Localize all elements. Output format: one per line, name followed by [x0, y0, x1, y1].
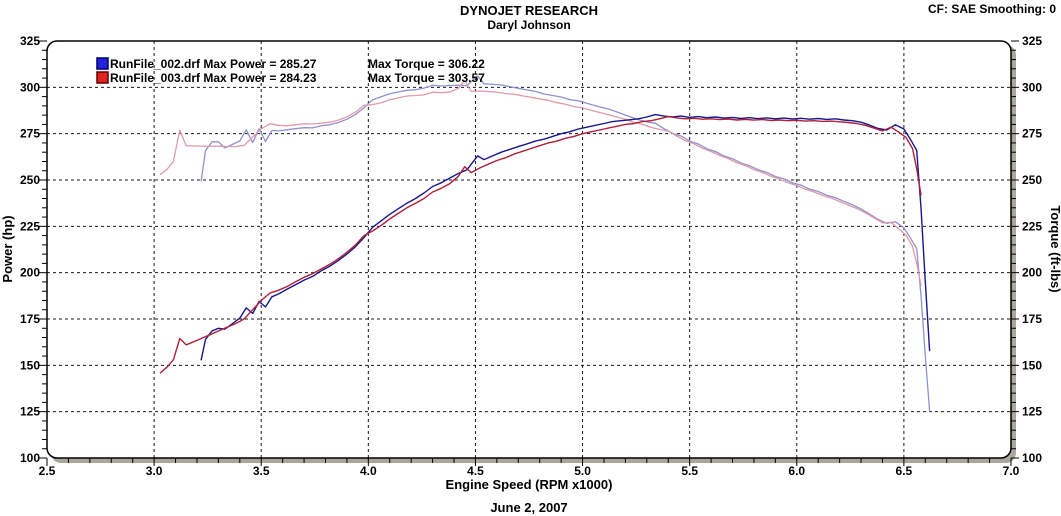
x-tick-label: 3.0 — [146, 464, 163, 478]
y-tick-label-right: 100 — [1022, 451, 1042, 465]
y-tick-label-left: 275 — [20, 127, 40, 141]
y-tick-label-left: 125 — [20, 405, 40, 419]
y-tick-label-right: 250 — [1022, 173, 1042, 187]
power-curve-run2 — [200, 113, 931, 361]
y-tick-label-right: 175 — [1022, 312, 1042, 326]
y-tick-label-left: 250 — [20, 173, 40, 187]
x-tick-label: 2.5 — [39, 464, 56, 478]
x-tick-label: 4.5 — [467, 464, 484, 478]
y-tick-label-right: 275 — [1022, 127, 1042, 141]
y-tick-label-right: 225 — [1022, 219, 1042, 233]
x-axis-label: Engine Speed (RPM x1000) — [446, 477, 613, 492]
y-tick-label-right: 300 — [1022, 80, 1042, 94]
y-axis-label-left: Power (hp) — [0, 215, 15, 282]
x-tick-label: 4.0 — [360, 464, 377, 478]
legend-run-maxpower-label: RunFile_003.drf Max Power = 284.23 — [110, 71, 317, 85]
y-tick-label-left: 175 — [20, 312, 40, 326]
x-tick-label: 6.0 — [788, 464, 805, 478]
chart-title: DYNOJET RESEARCH — [460, 3, 598, 18]
y-tick-label-right: 150 — [1022, 358, 1042, 372]
y-tick-label-left: 325 — [20, 34, 40, 48]
x-tick-label: 5.5 — [681, 464, 698, 478]
y-tick-label-left: 300 — [20, 80, 40, 94]
legend-maxtorque-label: Max Torque = 303.57 — [368, 71, 485, 85]
torque-curve-run2 — [200, 75, 931, 412]
x-tick-label: 7.0 — [1003, 464, 1020, 478]
correction-smoothing-label: CF: SAE Smoothing: 0 — [928, 2, 1056, 16]
plot-frame — [46, 40, 1012, 459]
y-tick-label-left: 200 — [20, 266, 40, 280]
y-tick-label-left: 150 — [20, 358, 40, 372]
legend-swatch — [96, 71, 109, 84]
x-tick-label: 6.5 — [896, 464, 913, 478]
x-tick-label: 3.5 — [253, 464, 270, 478]
y-tick-label-right: 125 — [1022, 405, 1042, 419]
torque-curve-run3 — [159, 80, 922, 286]
operator-name: Daryl Johnson — [487, 18, 570, 32]
run-date: June 2, 2007 — [490, 500, 567, 515]
y-tick-label-left: 225 — [20, 219, 40, 233]
y-axis-label-right: Torque (ft-lbs) — [1048, 205, 1061, 292]
power-curve-run3 — [159, 115, 922, 374]
y-tick-label-left: 100 — [20, 451, 40, 465]
legend-maxtorque-label: Max Torque = 306.22 — [368, 57, 485, 71]
y-tick-label-right: 325 — [1022, 34, 1042, 48]
y-tick-label-right: 200 — [1022, 266, 1042, 280]
legend-swatch — [96, 57, 109, 70]
x-tick-label: 5.0 — [574, 464, 591, 478]
legend-run-maxpower-label: RunFile_002.drf Max Power = 285.27 — [110, 57, 317, 71]
